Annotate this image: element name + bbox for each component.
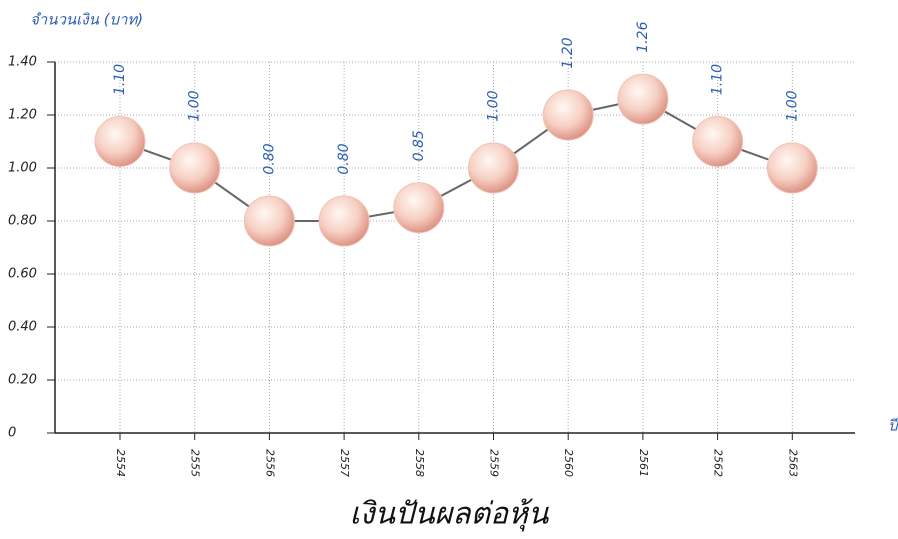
y-tick-label: 1.40 [8, 55, 37, 70]
data-label: 1.10 [112, 64, 128, 95]
x-tick-label: 2563 [786, 449, 799, 477]
marker [318, 195, 370, 247]
data-label: 1.00 [784, 90, 800, 121]
x-tick-label: 2554 [114, 449, 127, 477]
y-tick-label: 1.00 [8, 161, 37, 176]
marker [468, 142, 519, 194]
data-label: 0.85 [411, 130, 427, 161]
data-label: 0.80 [261, 143, 277, 174]
x-tick-label: 2558 [413, 449, 426, 477]
data-label: 1.26 [635, 21, 651, 52]
marker [393, 182, 445, 234]
data-label: 1.00 [486, 90, 502, 121]
y-tick-label: 0 [8, 426, 16, 441]
x-axis-title: ปี [888, 417, 898, 435]
y-tick-label: 0.40 [8, 320, 37, 335]
data-label: 1.00 [187, 90, 203, 121]
line [119, 98, 793, 222]
x-tick-label: 2559 [488, 449, 501, 477]
x-tick-label: 2556 [263, 449, 276, 477]
marker [243, 195, 295, 247]
y-axis-title: จำนวนเงิน (บาท) [30, 11, 143, 29]
marker [617, 73, 669, 125]
data-label: 1.20 [560, 37, 576, 68]
data-label: 1.10 [710, 64, 726, 95]
marker [542, 89, 594, 141]
x-tick-label: 2555 [189, 449, 202, 477]
y-tick-label: 0.60 [8, 267, 37, 282]
marker [766, 142, 818, 194]
marker [169, 142, 221, 194]
x-tick-label: 2560 [562, 449, 575, 477]
y-tick-label: 0.20 [8, 373, 37, 388]
marker [692, 116, 744, 167]
x-tick-label: 2561 [637, 449, 650, 477]
chart-title: เงินปันผลต่อหุ้น [350, 497, 550, 532]
marker [94, 116, 146, 167]
x-tick-label: 2562 [712, 449, 725, 477]
y-tick-label: 1.20 [8, 108, 37, 123]
x-tick-label: 2557 [338, 449, 351, 477]
data-label: 0.80 [336, 143, 352, 174]
y-tick-label: 0.80 [8, 214, 37, 229]
